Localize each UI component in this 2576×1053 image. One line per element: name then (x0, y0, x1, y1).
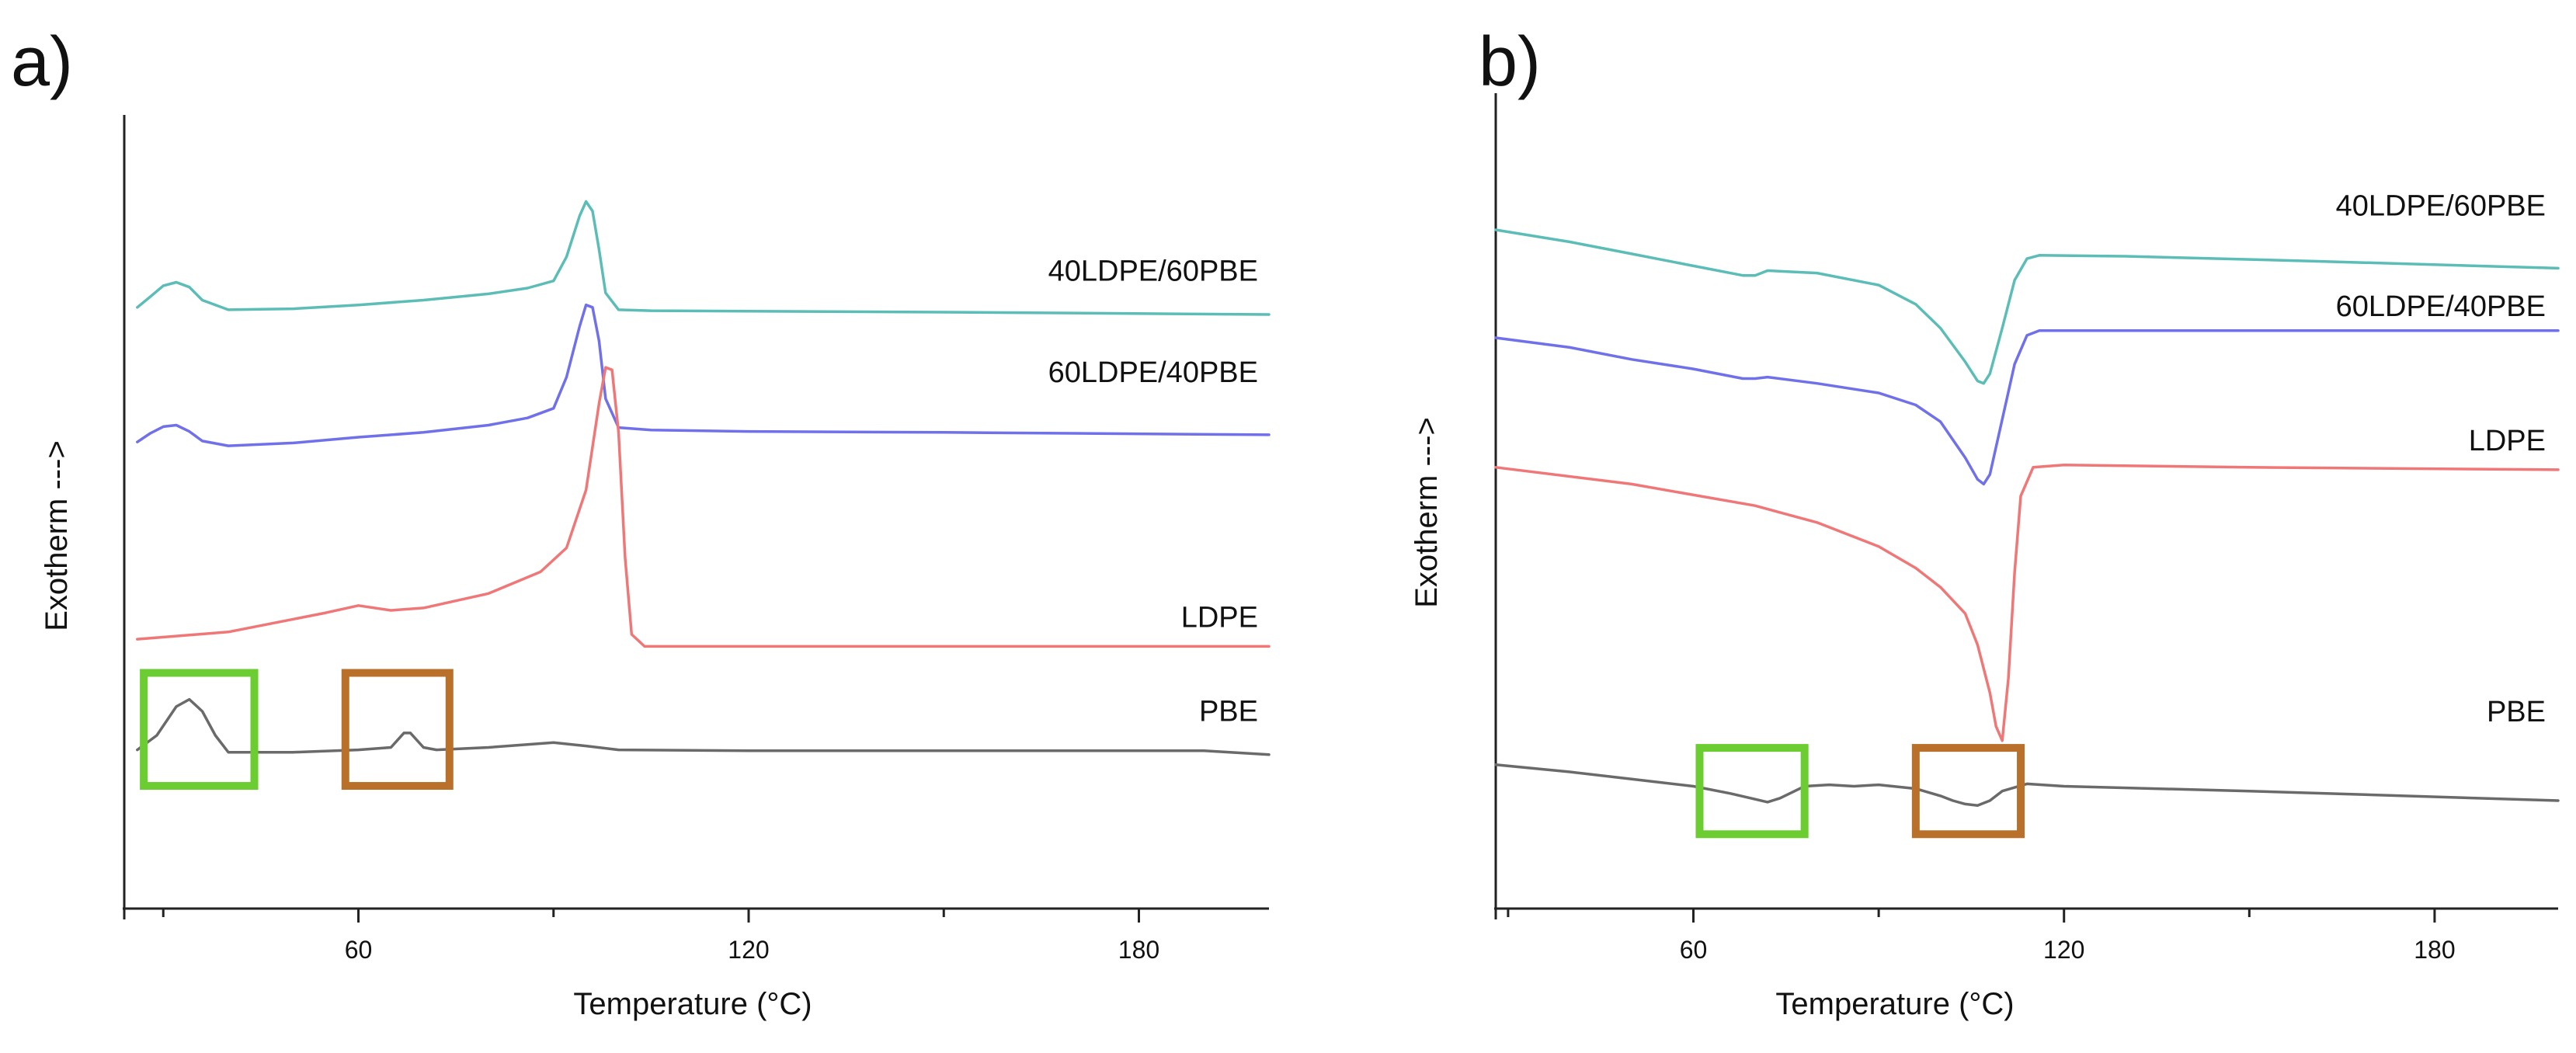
series-line-60ldpe-40pbe (136, 303, 1271, 447)
x-tick-label: 120 (728, 936, 769, 964)
x-tick-label: 180 (1118, 936, 1159, 964)
x-axis-title: Temperature (°C) (573, 987, 812, 1021)
series-line-pbe (1494, 763, 2560, 807)
series-line-40ldpe-60pbe (136, 200, 1271, 316)
x-tick-label: 60 (1680, 936, 1708, 964)
panel-label: a) (11, 23, 73, 101)
plot-area: 60 120 180 40LDPE/60PBE 60LDPE/40PBE LDPE PBE (1494, 93, 2560, 964)
highlight-box-green (140, 669, 259, 791)
x-tick-label: 180 (2414, 936, 2455, 964)
series-label-pbe: PBE (2487, 696, 2546, 728)
panel-b: b) 60 120 180 40LDPE/60PBE 60LDPE/40PBE LDPE P… (1288, 0, 2576, 1053)
series-label-ldpe: LDPE (1181, 602, 1258, 634)
highlight-box-green (1695, 744, 1809, 839)
series-line-ldpe (1494, 463, 2560, 742)
series-label-60ldpe-40pbe: 60LDPE/40PBE (2336, 290, 2546, 323)
chart-a: a) 60 120 180 40LDPE/60PBE 60LDPE/40PBE LDPE P… (11, 23, 1271, 1021)
highlight-box-brown (1911, 744, 2025, 839)
series-line-pbe (136, 697, 1271, 756)
panel-label: b) (1479, 23, 1541, 101)
x-tick-label: 60 (345, 936, 373, 964)
series-label-ldpe: LDPE (2469, 425, 2546, 457)
series-line-ldpe (136, 366, 1271, 648)
highlight-box-brown (341, 669, 454, 791)
panel-a: a) 60 120 180 40LDPE/60PBE 60LDPE/40PBE LDPE P… (11, 23, 1271, 1021)
series-label-60ldpe-40pbe: 60LDPE/40PBE (1048, 356, 1258, 389)
series-label-pbe: PBE (1199, 695, 1258, 728)
series-label-40ldpe-60pbe: 40LDPE/60PBE (2336, 190, 2546, 223)
series-line-40ldpe-60pbe (1494, 228, 2560, 385)
chart-b: b) 60 120 180 40LDPE/60PBE 60LDPE/40PBE LDPE P… (1410, 23, 2560, 1021)
y-axis-title: Exotherm ---> (1410, 417, 1444, 608)
series-label-40ldpe-60pbe: 40LDPE/60PBE (1048, 255, 1258, 288)
x-axis-title: Temperature (°C) (1775, 987, 2014, 1021)
plot-area: 60 120 180 40LDPE/60PBE 60LDPE/40PBE LDPE PBE (123, 115, 1271, 964)
y-axis-title: Exotherm ---> (40, 440, 74, 631)
series-line-60ldpe-40pbe (1494, 328, 2560, 486)
x-tick-label: 120 (2043, 936, 2084, 964)
